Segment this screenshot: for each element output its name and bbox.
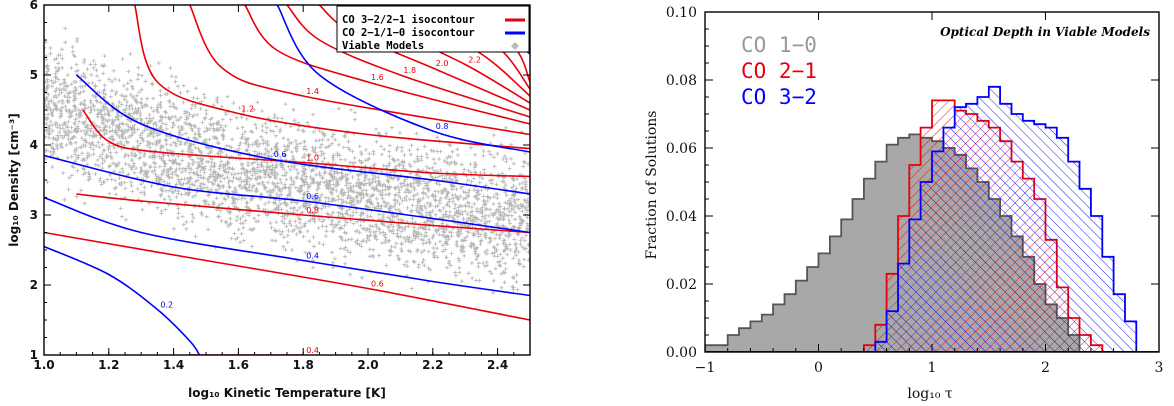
legend-label: CO 2−1/1−0 isocontour: [342, 27, 475, 39]
right-y-tick-label: 0.08: [666, 73, 697, 89]
blue-contour-label: 0.2: [160, 301, 173, 310]
left-x-tick-label: 1.0: [33, 358, 54, 372]
right-x-tick-label: −1: [695, 360, 716, 376]
right-x-axis-label: log₁₀ τ: [907, 386, 953, 402]
blue-contour-label: 0.6: [274, 150, 287, 159]
right-x-tick-label: 0: [814, 360, 823, 376]
left-x-tick-label: 1.4: [163, 358, 184, 372]
histogram-legend-entry: CO 2−1: [741, 59, 817, 83]
right-x-tick-label: 2: [1041, 360, 1050, 376]
right-y-axis-label: Fraction of Solutions: [644, 111, 660, 260]
left-x-tick-label: 1.6: [228, 358, 249, 372]
legend-label: Viable Models: [342, 40, 424, 52]
blue-contour-label: 0.8: [436, 122, 449, 131]
right-x-tick-label: 3: [1155, 360, 1164, 376]
left-x-tick-label: 2.2: [422, 358, 443, 372]
red-isocontour: [44, 231, 530, 321]
right-y-tick-label: 0.06: [666, 141, 697, 157]
legend-label: CO 3−2/2−1 isocontour: [342, 14, 475, 26]
left-x-tick-label: 1.8: [293, 358, 314, 372]
red-isocontour: [82, 109, 530, 178]
left-y-tick-label: 4: [30, 138, 38, 152]
red-isocontour: [133, 5, 530, 150]
blue-isocontour: [44, 245, 201, 355]
histogram-fill-3: [875, 86, 1137, 352]
red-contour-label: 1.0: [306, 154, 319, 163]
right-y-tick-label: 0.02: [666, 277, 697, 293]
red-contour-label: 2.0: [436, 59, 449, 68]
left-y-tick-label: 5: [30, 68, 38, 82]
left-x-tick-label: 2.4: [487, 358, 508, 372]
blue-isocontour: [44, 196, 530, 297]
red-contour-label: 1.4: [306, 87, 319, 96]
left-y-tick-label: 2: [30, 278, 38, 292]
blue-contour-label: 0.4: [306, 252, 319, 261]
right-y-tick-label: 0.00: [666, 345, 697, 361]
left-y-tick-label: 6: [30, 0, 38, 12]
contour-plot: 0.40.60.81.01.21.41.61.82.02.22.42.62.80…: [7, 0, 531, 400]
histogram-bars: [705, 85, 1159, 352]
red-isocontour: [76, 193, 530, 234]
right-x-tick-label: 1: [928, 360, 937, 376]
blue-isocontour: [276, 5, 530, 153]
red-isocontour: [318, 5, 530, 111]
left-y-axis-label: log₁₀ Density [cm⁻³]: [7, 113, 21, 246]
left-y-tick-label: 3: [30, 208, 38, 222]
red-isocontour: [286, 5, 530, 118]
histogram-legend-entry: CO 3−2: [741, 85, 817, 109]
histogram-legend: CO 1−0CO 2−1CO 3−2: [741, 33, 817, 109]
red-contour-label: 0.6: [371, 280, 384, 289]
blue-isocontour: [75, 74, 530, 195]
left-x-tick-label: 2.0: [357, 358, 378, 372]
left-x-axis-label: log₁₀ Kinetic Temperature [K]: [188, 386, 386, 400]
right-y-tick-label: 0.10: [666, 5, 697, 21]
histogram-legend-entry: CO 1−0: [741, 33, 817, 57]
left-ticks: 1.0 1.2 1.4 1.6 1.8 2.0 2.2 2.4 1 2 3 4 5 6: [30, 0, 531, 372]
red-contour-label: 2.2: [468, 56, 481, 65]
legend-box: [336, 5, 530, 53]
red-isocontour: [189, 5, 530, 136]
histogram-plot: −1 0 1 2 3 0.00 0.02 0.04 0.06 0.08 0.10 Optical D…: [644, 5, 1163, 402]
left-x-tick-label: 1.2: [98, 358, 119, 372]
red-contour-label: 1.2: [241, 105, 254, 114]
red-contour-label: 0.8: [306, 206, 319, 215]
blue-contour-label: 0.6: [306, 192, 319, 201]
red-isocontour: [244, 5, 530, 125]
histogram-outline-3: [874, 85, 1138, 352]
red-contour-label: 1.6: [371, 73, 384, 82]
legend-marker-swatch: [511, 42, 519, 50]
red-contour-label: 1.8: [403, 66, 416, 75]
blue-isocontour: [44, 154, 530, 234]
red-contour-label: 0.4: [306, 346, 319, 355]
histogram-title: Optical Depth in Viable Models: [940, 25, 1150, 39]
left-y-tick-label: 1: [30, 348, 38, 362]
right-y-tick-label: 0.04: [666, 209, 697, 225]
right-ticks: −1 0 1 2 3 0.00 0.02 0.04 0.06 0.08 0.10: [666, 5, 1164, 376]
